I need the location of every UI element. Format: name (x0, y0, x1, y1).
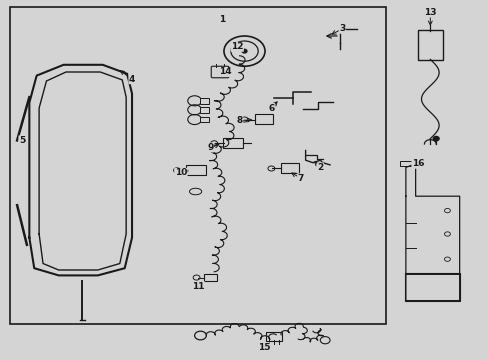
Text: 2: 2 (317, 163, 323, 172)
Text: 9: 9 (206, 143, 213, 152)
Text: 11: 11 (191, 282, 204, 291)
Text: 1: 1 (219, 15, 225, 24)
FancyBboxPatch shape (254, 114, 272, 124)
FancyBboxPatch shape (417, 30, 442, 60)
Text: 4: 4 (128, 75, 135, 84)
FancyBboxPatch shape (200, 117, 208, 122)
FancyBboxPatch shape (10, 7, 386, 324)
FancyBboxPatch shape (280, 163, 298, 173)
Text: 6: 6 (268, 104, 274, 112)
FancyBboxPatch shape (211, 66, 228, 78)
Text: 16: 16 (411, 159, 424, 168)
FancyBboxPatch shape (200, 98, 208, 104)
FancyBboxPatch shape (200, 107, 208, 113)
Text: 10: 10 (174, 168, 187, 177)
FancyBboxPatch shape (203, 274, 217, 281)
FancyBboxPatch shape (405, 273, 459, 301)
FancyBboxPatch shape (186, 165, 205, 175)
FancyBboxPatch shape (265, 332, 281, 341)
Text: 12: 12 (230, 42, 243, 51)
Text: 3: 3 (339, 24, 345, 33)
Text: 13: 13 (423, 8, 436, 17)
FancyBboxPatch shape (400, 161, 415, 166)
FancyBboxPatch shape (223, 138, 243, 148)
Text: 8: 8 (236, 116, 242, 125)
Text: 15: 15 (257, 343, 270, 352)
Circle shape (242, 49, 246, 53)
Text: 14: 14 (218, 68, 231, 77)
Circle shape (432, 136, 438, 141)
Text: 7: 7 (297, 174, 304, 183)
Text: 5: 5 (19, 136, 25, 145)
